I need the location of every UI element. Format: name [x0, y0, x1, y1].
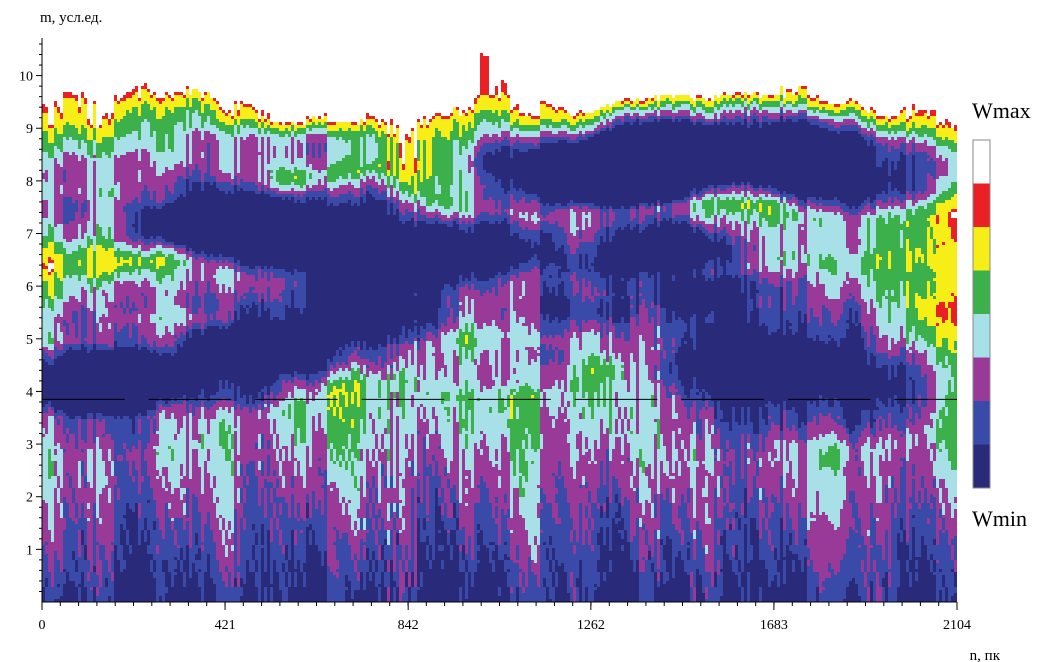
- x-tick-label: 0: [39, 618, 46, 633]
- legend-swatch: [973, 401, 990, 445]
- axes: 1 2 3 4 5 6 7 8 9 10 0 421 842 1262 1683 2104: [19, 38, 971, 633]
- y-tick-label: 10: [19, 70, 33, 85]
- plot-area: [42, 44, 957, 602]
- scalogram-surface: [42, 44, 957, 602]
- y-tick-label: 9: [26, 122, 33, 137]
- y-axis-title: m, усл.ед.: [40, 10, 102, 26]
- color-legend: Wmax Wmin: [972, 98, 1031, 531]
- x-tick-label: 1262: [577, 618, 605, 633]
- x-tick-label: 2104: [943, 618, 971, 633]
- y-tick-label: 4: [26, 385, 33, 400]
- legend-swatch: [973, 444, 990, 488]
- y-tick-label: 7: [26, 228, 33, 243]
- legend-swatch: [973, 183, 990, 227]
- legend-min-label: Wmin: [972, 506, 1027, 531]
- legend-max-label: Wmax: [972, 98, 1031, 123]
- y-tick-label: 6: [26, 280, 33, 295]
- x-tick-label: 1683: [760, 618, 788, 633]
- legend-swatch: [973, 357, 990, 401]
- legend-swatch: [973, 314, 990, 358]
- y-tick-label: 8: [26, 175, 33, 190]
- y-tick-label: 2: [26, 491, 33, 506]
- legend-swatch: [973, 227, 990, 271]
- y-tick-label: 5: [26, 333, 33, 348]
- x-tick-label: 421: [215, 618, 236, 633]
- legend-swatch: [973, 270, 990, 314]
- y-tick-label: 3: [26, 438, 33, 453]
- x-tick-label: 842: [398, 618, 419, 633]
- y-tick-label: 1: [26, 543, 33, 558]
- legend-swatch: [973, 140, 990, 184]
- legend-frame: [972, 139, 991, 489]
- x-axis-title: n, пк: [970, 648, 1001, 662]
